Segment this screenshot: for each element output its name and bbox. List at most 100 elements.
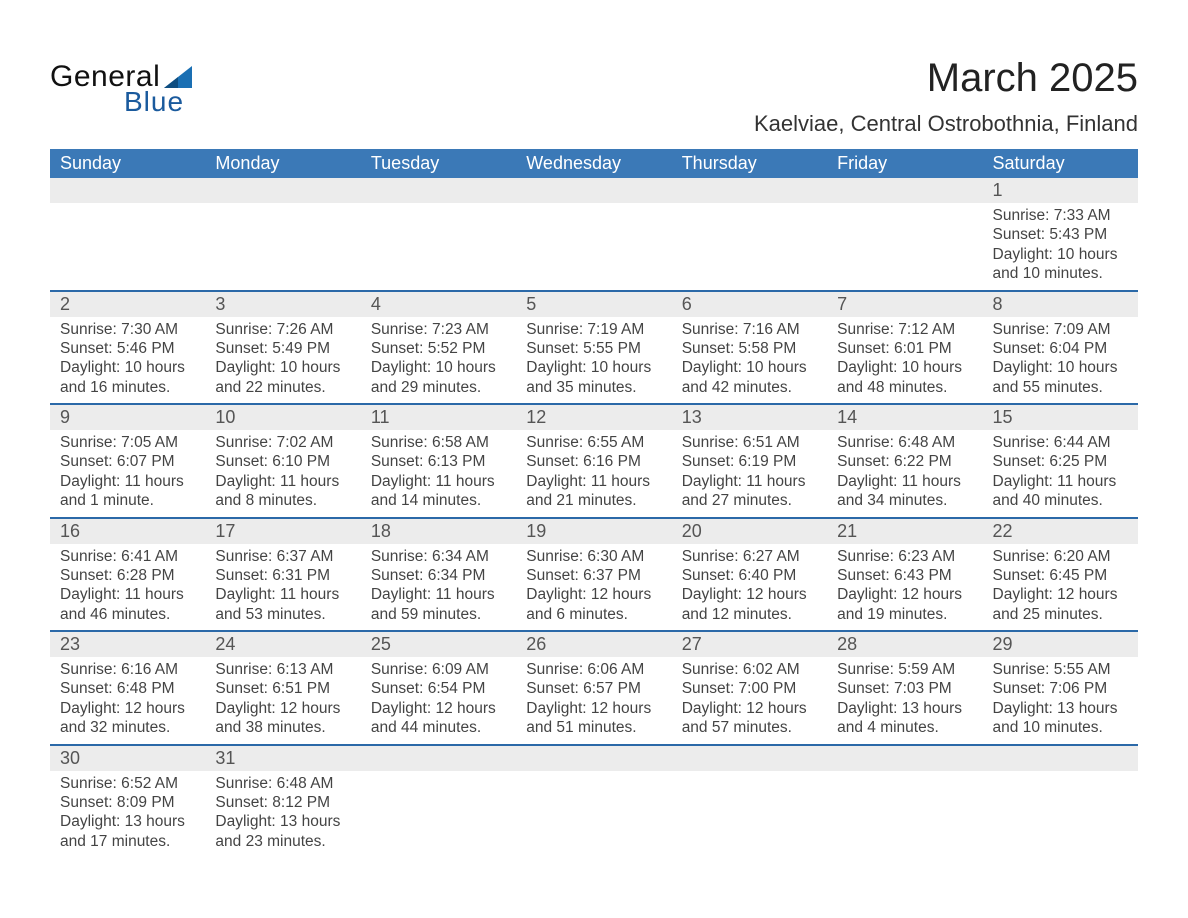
day-number-cell: 4	[361, 291, 516, 317]
day-detail-cell: Sunrise: 6:41 AMSunset: 6:28 PMDaylight:…	[50, 544, 205, 632]
day-detail-cell: Sunrise: 7:30 AMSunset: 5:46 PMDaylight:…	[50, 317, 205, 405]
daylight-line2: and 42 minutes.	[682, 378, 817, 397]
daylight-line2: and 19 minutes.	[837, 605, 972, 624]
day-number-cell	[672, 178, 827, 203]
day-number-cell: 27	[672, 631, 827, 657]
location-subtitle: Kaelviae, Central Ostrobothnia, Finland	[754, 111, 1138, 137]
daylight-line1: Daylight: 11 hours	[993, 472, 1128, 491]
sunset-text: Sunset: 6:07 PM	[60, 452, 195, 471]
day-detail-cell	[361, 771, 516, 858]
sunset-text: Sunset: 5:55 PM	[526, 339, 661, 358]
sunrise-text: Sunrise: 7:12 AM	[837, 320, 972, 339]
sunrise-text: Sunrise: 6:23 AM	[837, 547, 972, 566]
day-number-cell	[361, 745, 516, 771]
calendar-body: 1Sunrise: 7:33 AMSunset: 5:43 PMDaylight…	[50, 178, 1138, 857]
day-number-cell: 13	[672, 404, 827, 430]
day-number-cell: 30	[50, 745, 205, 771]
sunset-text: Sunset: 8:12 PM	[215, 793, 350, 812]
daylight-line1: Daylight: 13 hours	[60, 812, 195, 831]
day-number-cell: 14	[827, 404, 982, 430]
day-detail-cell	[516, 771, 671, 858]
day-detail-cell: Sunrise: 6:52 AMSunset: 8:09 PMDaylight:…	[50, 771, 205, 858]
day-number-cell: 17	[205, 518, 360, 544]
daylight-line2: and 16 minutes.	[60, 378, 195, 397]
sunset-text: Sunset: 7:00 PM	[682, 679, 817, 698]
day-number-cell: 9	[50, 404, 205, 430]
day-number-cell: 10	[205, 404, 360, 430]
day-number-cell: 20	[672, 518, 827, 544]
daylight-line1: Daylight: 11 hours	[371, 472, 506, 491]
day-detail-cell	[205, 203, 360, 291]
sunset-text: Sunset: 6:22 PM	[837, 452, 972, 471]
day-number-cell: 25	[361, 631, 516, 657]
sunrise-text: Sunrise: 7:23 AM	[371, 320, 506, 339]
day-detail-cell: Sunrise: 6:06 AMSunset: 6:57 PMDaylight:…	[516, 657, 671, 745]
day-number-cell	[983, 745, 1138, 771]
day-header: Sunday	[50, 149, 205, 178]
day-detail-cell: Sunrise: 6:48 AMSunset: 6:22 PMDaylight:…	[827, 430, 982, 518]
sunset-text: Sunset: 7:03 PM	[837, 679, 972, 698]
daylight-line2: and 27 minutes.	[682, 491, 817, 510]
daylight-line1: Daylight: 12 hours	[993, 585, 1128, 604]
daylight-line2: and 25 minutes.	[993, 605, 1128, 624]
daylight-line2: and 12 minutes.	[682, 605, 817, 624]
sunrise-text: Sunrise: 6:52 AM	[60, 774, 195, 793]
daylight-line2: and 40 minutes.	[993, 491, 1128, 510]
daylight-line2: and 14 minutes.	[371, 491, 506, 510]
sunset-text: Sunset: 6:37 PM	[526, 566, 661, 585]
day-number-cell: 6	[672, 291, 827, 317]
sunset-text: Sunset: 6:04 PM	[993, 339, 1128, 358]
day-detail-cell	[361, 203, 516, 291]
daylight-line2: and 38 minutes.	[215, 718, 350, 737]
day-detail-cell	[827, 203, 982, 291]
daylight-line2: and 29 minutes.	[371, 378, 506, 397]
sunrise-text: Sunrise: 6:55 AM	[526, 433, 661, 452]
daylight-line2: and 59 minutes.	[371, 605, 506, 624]
daylight-line1: Daylight: 12 hours	[837, 585, 972, 604]
sunset-text: Sunset: 6:43 PM	[837, 566, 972, 585]
day-number-cell: 1	[983, 178, 1138, 203]
sunrise-text: Sunrise: 5:59 AM	[837, 660, 972, 679]
sunrise-text: Sunrise: 6:41 AM	[60, 547, 195, 566]
brand-logo: General Blue	[50, 60, 192, 118]
day-number-cell	[205, 178, 360, 203]
sunset-text: Sunset: 5:58 PM	[682, 339, 817, 358]
day-detail-cell	[672, 771, 827, 858]
daylight-line2: and 21 minutes.	[526, 491, 661, 510]
day-detail-cell: Sunrise: 6:30 AMSunset: 6:37 PMDaylight:…	[516, 544, 671, 632]
day-number-cell: 3	[205, 291, 360, 317]
daylight-line1: Daylight: 10 hours	[993, 245, 1128, 264]
day-detail-cell: Sunrise: 7:05 AMSunset: 6:07 PMDaylight:…	[50, 430, 205, 518]
daylight-line2: and 51 minutes.	[526, 718, 661, 737]
day-detail-cell	[50, 203, 205, 291]
sunset-text: Sunset: 6:45 PM	[993, 566, 1128, 585]
daylight-line2: and 34 minutes.	[837, 491, 972, 510]
day-number-cell: 12	[516, 404, 671, 430]
daylight-line1: Daylight: 11 hours	[215, 472, 350, 491]
daylight-line2: and 35 minutes.	[526, 378, 661, 397]
daylight-line1: Daylight: 13 hours	[215, 812, 350, 831]
sunrise-text: Sunrise: 6:06 AM	[526, 660, 661, 679]
day-detail-cell: Sunrise: 7:16 AMSunset: 5:58 PMDaylight:…	[672, 317, 827, 405]
day-detail-cell	[672, 203, 827, 291]
daylight-line2: and 46 minutes.	[60, 605, 195, 624]
sunrise-text: Sunrise: 6:44 AM	[993, 433, 1128, 452]
day-detail-cell: Sunrise: 6:13 AMSunset: 6:51 PMDaylight:…	[205, 657, 360, 745]
sunset-text: Sunset: 6:54 PM	[371, 679, 506, 698]
daylight-line2: and 22 minutes.	[215, 378, 350, 397]
day-detail-cell: Sunrise: 6:58 AMSunset: 6:13 PMDaylight:…	[361, 430, 516, 518]
sunrise-text: Sunrise: 7:19 AM	[526, 320, 661, 339]
logo-triangle-icon	[164, 66, 192, 88]
day-number-cell	[827, 745, 982, 771]
sunrise-text: Sunrise: 7:16 AM	[682, 320, 817, 339]
daylight-line1: Daylight: 11 hours	[215, 585, 350, 604]
day-detail-cell: Sunrise: 6:20 AMSunset: 6:45 PMDaylight:…	[983, 544, 1138, 632]
sunset-text: Sunset: 6:16 PM	[526, 452, 661, 471]
day-number-cell: 5	[516, 291, 671, 317]
daylight-line1: Daylight: 13 hours	[837, 699, 972, 718]
sunset-text: Sunset: 6:10 PM	[215, 452, 350, 471]
day-header: Friday	[827, 149, 982, 178]
sunset-text: Sunset: 6:34 PM	[371, 566, 506, 585]
daylight-line2: and 8 minutes.	[215, 491, 350, 510]
day-detail-cell: Sunrise: 5:55 AMSunset: 7:06 PMDaylight:…	[983, 657, 1138, 745]
